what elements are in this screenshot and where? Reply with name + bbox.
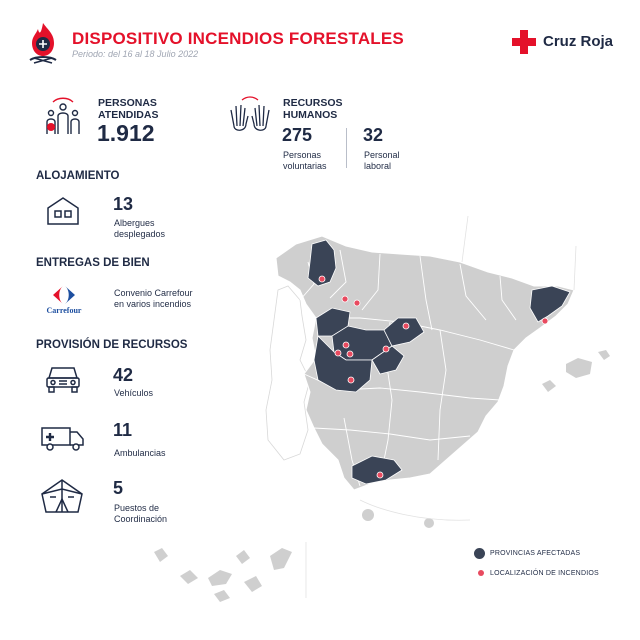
puestos-value: 5 bbox=[113, 478, 124, 498]
vehiculos-label: Vehículos bbox=[114, 388, 154, 398]
family-icon bbox=[42, 96, 84, 138]
province-borders bbox=[299, 249, 517, 487]
legend-fire-swatch bbox=[478, 570, 484, 576]
laboral-value: 32 bbox=[363, 125, 384, 145]
affected-province-toledo bbox=[371, 345, 405, 375]
legend-affected-swatch bbox=[474, 548, 485, 559]
fire-marker bbox=[318, 275, 326, 283]
affected-province-caceres bbox=[313, 335, 373, 393]
fire-marker bbox=[353, 299, 361, 307]
puestos-label-2: Coordinación bbox=[114, 514, 168, 524]
personas-label-2: ATENDIDAS bbox=[98, 109, 159, 121]
alojamiento-value: 13 bbox=[113, 194, 134, 214]
affected-province-salamanca-avila bbox=[331, 325, 393, 361]
fire-markers bbox=[318, 275, 549, 479]
fire-marker bbox=[382, 345, 390, 353]
provision-title: PROVISIÓN DE RECURSOS bbox=[36, 339, 188, 351]
ambulance-icon bbox=[40, 424, 86, 452]
melilla-region bbox=[424, 518, 434, 528]
jeep-icon bbox=[44, 364, 82, 394]
period-subtitle: Periodo: del 16 al 18 Julio 2022 bbox=[72, 49, 199, 59]
spain-mainland bbox=[275, 235, 575, 491]
tent-icon bbox=[38, 477, 86, 515]
entregas-label-1: Convenio Carrefour bbox=[114, 288, 193, 298]
shelter-house-icon bbox=[46, 196, 80, 226]
fire-marker bbox=[341, 295, 349, 303]
affected-province-zamora bbox=[315, 307, 351, 337]
alojamiento-label-2: desplegados bbox=[114, 229, 166, 239]
portugal-outline bbox=[265, 285, 311, 461]
ambulancias-label: Ambulancias bbox=[114, 448, 166, 458]
affected-province-lugo bbox=[307, 239, 337, 287]
laboral-label-1: Personal bbox=[364, 150, 400, 160]
personas-label-1: PERSONAS bbox=[98, 97, 157, 109]
legend-fire-label: LOCALIZACIÓN DE INCENDIOS bbox=[490, 570, 599, 577]
fire-marker bbox=[347, 376, 355, 384]
raised-hands-icon bbox=[228, 96, 272, 136]
ambulancias-value: 11 bbox=[113, 420, 133, 440]
affected-province-girona bbox=[529, 285, 571, 323]
brand-name: Cruz Roja bbox=[543, 33, 614, 50]
fire-marker bbox=[346, 350, 354, 358]
alojamiento-title: ALOJAMIENTO bbox=[36, 170, 120, 182]
page-title: DISPOSITIVO INCENDIOS FORESTALES bbox=[72, 29, 404, 48]
carrefour-logo: Carrefour bbox=[44, 284, 84, 316]
affected-province-malaga bbox=[351, 455, 403, 485]
fire-marker bbox=[342, 341, 350, 349]
puestos-label-1: Puestos de bbox=[114, 503, 160, 513]
legend-affected-label: PROVINCIAS AFECTADAS bbox=[490, 550, 581, 557]
laboral-label-2: laboral bbox=[364, 161, 392, 171]
ceuta-region bbox=[362, 509, 374, 521]
personas-value: 1.912 bbox=[97, 120, 155, 146]
red-cross-icon bbox=[512, 30, 536, 54]
canary-islands bbox=[154, 548, 292, 602]
vehiculos-value: 42 bbox=[113, 365, 134, 385]
balearic-islands bbox=[542, 350, 610, 392]
fire-emblem-icon bbox=[24, 20, 62, 64]
voluntarias-label-1: Personas bbox=[283, 150, 322, 160]
entregas-label-2: en varios incendios bbox=[114, 299, 192, 309]
recursos-label-1: RECURSOS bbox=[283, 97, 343, 109]
recursos-label-2: HUMANOS bbox=[283, 109, 338, 121]
entregas-title: ENTREGAS DE BIEN bbox=[36, 257, 150, 269]
affected-provinces bbox=[307, 239, 571, 485]
alojamiento-label-1: Albergues bbox=[114, 218, 155, 228]
fire-marker bbox=[334, 349, 342, 357]
voluntarias-label-2: voluntarias bbox=[283, 161, 327, 171]
vertical-divider bbox=[346, 128, 347, 168]
fire-marker bbox=[376, 471, 384, 479]
fire-marker bbox=[402, 322, 410, 330]
affected-province-madrid bbox=[383, 317, 425, 347]
voluntarias-value: 275 bbox=[282, 125, 313, 145]
carrefour-logo-text: Carrefour bbox=[46, 306, 82, 315]
fire-marker bbox=[541, 317, 549, 325]
